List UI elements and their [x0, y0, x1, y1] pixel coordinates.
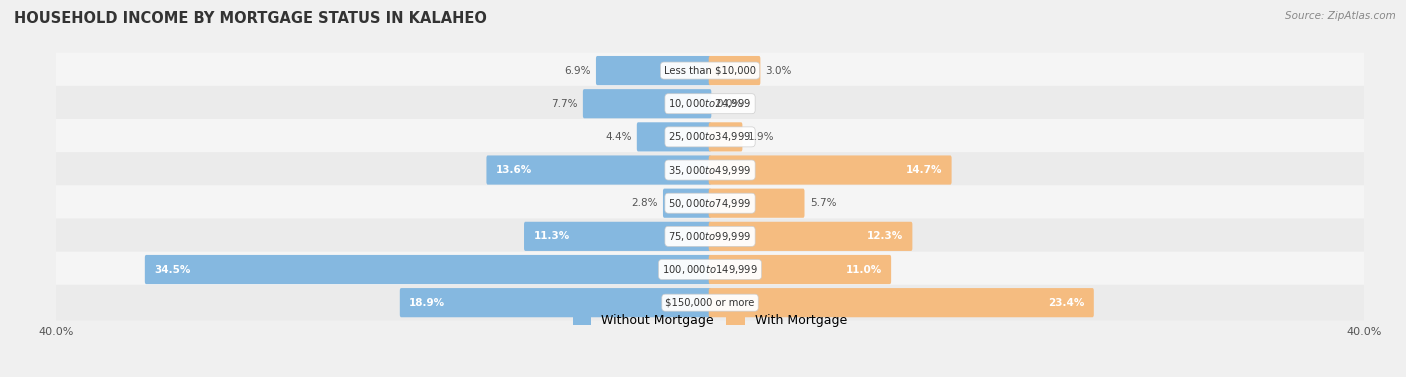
- Text: 5.7%: 5.7%: [810, 198, 837, 208]
- Text: 11.3%: 11.3%: [533, 231, 569, 241]
- Text: 23.4%: 23.4%: [1047, 298, 1084, 308]
- Text: 3.0%: 3.0%: [766, 66, 792, 75]
- FancyBboxPatch shape: [596, 56, 711, 85]
- Text: 7.7%: 7.7%: [551, 99, 578, 109]
- Legend: Without Mortgage, With Mortgage: Without Mortgage, With Mortgage: [568, 309, 852, 332]
- Text: Source: ZipAtlas.com: Source: ZipAtlas.com: [1285, 11, 1396, 21]
- FancyBboxPatch shape: [45, 152, 1375, 188]
- FancyBboxPatch shape: [709, 155, 952, 185]
- FancyBboxPatch shape: [524, 222, 711, 251]
- Text: 11.0%: 11.0%: [845, 265, 882, 274]
- FancyBboxPatch shape: [709, 188, 804, 218]
- Text: 18.9%: 18.9%: [409, 298, 446, 308]
- Text: $10,000 to $24,999: $10,000 to $24,999: [668, 97, 752, 110]
- Text: $75,000 to $99,999: $75,000 to $99,999: [668, 230, 752, 243]
- Text: $25,000 to $34,999: $25,000 to $34,999: [668, 130, 752, 143]
- Text: 4.4%: 4.4%: [605, 132, 631, 142]
- Text: 6.9%: 6.9%: [564, 66, 591, 75]
- FancyBboxPatch shape: [709, 222, 912, 251]
- Text: 0.0%: 0.0%: [717, 99, 742, 109]
- FancyBboxPatch shape: [45, 86, 1375, 122]
- FancyBboxPatch shape: [583, 89, 711, 118]
- FancyBboxPatch shape: [145, 255, 711, 284]
- FancyBboxPatch shape: [709, 122, 742, 152]
- FancyBboxPatch shape: [45, 119, 1375, 155]
- FancyBboxPatch shape: [709, 255, 891, 284]
- FancyBboxPatch shape: [45, 218, 1375, 254]
- FancyBboxPatch shape: [664, 188, 711, 218]
- Text: $150,000 or more: $150,000 or more: [665, 298, 755, 308]
- FancyBboxPatch shape: [709, 56, 761, 85]
- FancyBboxPatch shape: [486, 155, 711, 185]
- FancyBboxPatch shape: [637, 122, 711, 152]
- FancyBboxPatch shape: [45, 53, 1375, 89]
- FancyBboxPatch shape: [399, 288, 711, 317]
- Text: 2.8%: 2.8%: [631, 198, 658, 208]
- Text: 1.9%: 1.9%: [748, 132, 775, 142]
- Text: 34.5%: 34.5%: [155, 265, 191, 274]
- FancyBboxPatch shape: [45, 251, 1375, 287]
- FancyBboxPatch shape: [45, 185, 1375, 221]
- Text: $50,000 to $74,999: $50,000 to $74,999: [668, 197, 752, 210]
- Text: $35,000 to $49,999: $35,000 to $49,999: [668, 164, 752, 176]
- Text: 14.7%: 14.7%: [905, 165, 942, 175]
- Text: 12.3%: 12.3%: [866, 231, 903, 241]
- FancyBboxPatch shape: [45, 285, 1375, 320]
- FancyBboxPatch shape: [709, 288, 1094, 317]
- Text: 13.6%: 13.6%: [496, 165, 531, 175]
- Text: HOUSEHOLD INCOME BY MORTGAGE STATUS IN KALAHEO: HOUSEHOLD INCOME BY MORTGAGE STATUS IN K…: [14, 11, 486, 26]
- Text: $100,000 to $149,999: $100,000 to $149,999: [662, 263, 758, 276]
- Text: Less than $10,000: Less than $10,000: [664, 66, 756, 75]
